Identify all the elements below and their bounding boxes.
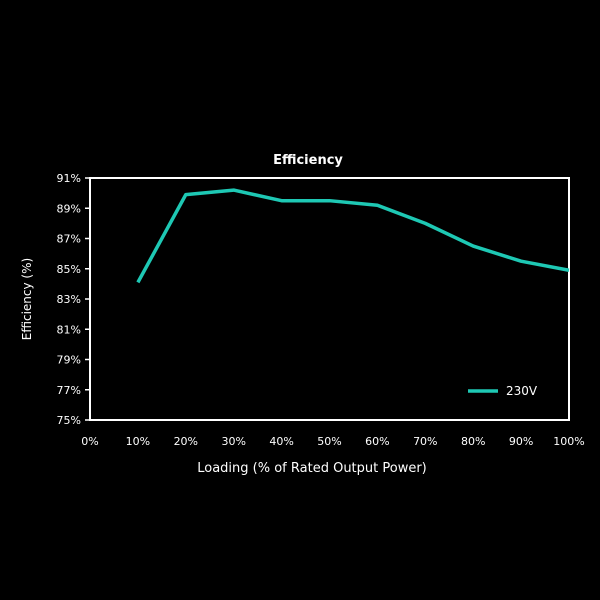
legend-label: 230V bbox=[506, 384, 538, 398]
y-tick-label: 87% bbox=[57, 233, 81, 246]
x-tick-label: 10% bbox=[126, 435, 150, 448]
series-line-230v bbox=[136, 188, 570, 284]
y-tick-label: 79% bbox=[57, 354, 81, 367]
x-axis-label: Loading (% of Rated Output Power) bbox=[197, 461, 427, 476]
y-tick-label: 91% bbox=[57, 172, 81, 185]
x-tick-label: 70% bbox=[413, 435, 437, 448]
chart-title: Efficiency bbox=[273, 153, 343, 168]
x-tick-label: 60% bbox=[365, 435, 389, 448]
y-tick-label: 75% bbox=[57, 414, 81, 427]
x-tick-label: 0% bbox=[81, 435, 98, 448]
x-tick-label: 40% bbox=[269, 435, 293, 448]
y-tick-label: 81% bbox=[57, 323, 81, 336]
y-axis-label: Efficiency (%) bbox=[20, 258, 34, 340]
x-tick-label: 100% bbox=[553, 435, 584, 448]
y-tick-label: 77% bbox=[57, 384, 81, 397]
plot-area bbox=[89, 177, 570, 421]
y-tick-label: 83% bbox=[57, 293, 81, 306]
y-tick-label: 85% bbox=[57, 263, 81, 276]
x-tick-label: 30% bbox=[221, 435, 245, 448]
y-tick-label: 89% bbox=[57, 202, 81, 215]
x-tick-label: 20% bbox=[174, 435, 198, 448]
x-tick-label: 90% bbox=[509, 435, 533, 448]
x-tick-label: 50% bbox=[317, 435, 341, 448]
x-tick-label: 80% bbox=[461, 435, 485, 448]
